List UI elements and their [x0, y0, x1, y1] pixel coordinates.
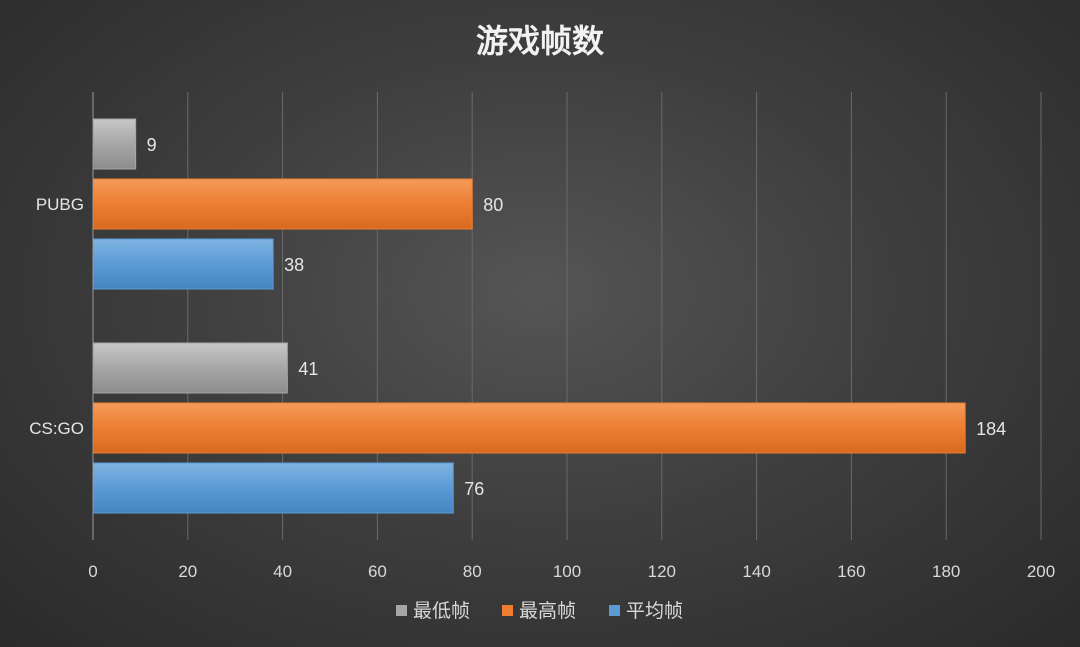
legend-label: 最低帧	[413, 600, 470, 622]
bar	[92, 402, 966, 454]
x-tick-label: 140	[742, 562, 770, 581]
data-label: 184	[976, 419, 1006, 439]
bar	[92, 462, 454, 514]
x-tick-label: 0	[88, 562, 97, 581]
data-label: 38	[284, 255, 304, 275]
x-tick-label: 120	[648, 562, 676, 581]
data-label: 80	[483, 195, 503, 215]
data-labels-group: 9 80 38 41 184 76	[147, 135, 1007, 499]
bar	[92, 178, 473, 230]
legend: 最低帧 最高帧 平均帧	[396, 600, 683, 622]
chart-title: 游戏帧数	[476, 22, 605, 60]
legend-swatch	[396, 605, 407, 616]
category-label: PUBG	[36, 195, 84, 214]
x-tick-label: 100	[553, 562, 581, 581]
data-label: 76	[464, 479, 484, 499]
x-tick-label: 180	[932, 562, 960, 581]
x-tick-label: 80	[463, 562, 482, 581]
bars-group	[92, 118, 966, 514]
gridlines	[187, 92, 1042, 540]
x-tick-label: 40	[273, 562, 292, 581]
x-axis-ticks: 0 20 40 60 80 100 120 140 160 180 200	[88, 562, 1055, 581]
legend-swatch	[502, 605, 513, 616]
legend-label: 最高帧	[519, 600, 576, 622]
y-axis-categories: PUBG CS:GO	[29, 195, 84, 438]
legend-label: 平均帧	[626, 600, 683, 622]
bar	[92, 342, 288, 394]
x-tick-label: 200	[1027, 562, 1055, 581]
bar	[92, 118, 137, 170]
x-tick-label: 20	[178, 562, 197, 581]
data-label: 9	[147, 135, 157, 155]
x-tick-label: 60	[368, 562, 387, 581]
data-label: 41	[298, 359, 318, 379]
x-tick-label: 160	[837, 562, 865, 581]
bar	[92, 238, 274, 290]
category-label: CS:GO	[29, 419, 84, 438]
legend-swatch	[609, 605, 620, 616]
